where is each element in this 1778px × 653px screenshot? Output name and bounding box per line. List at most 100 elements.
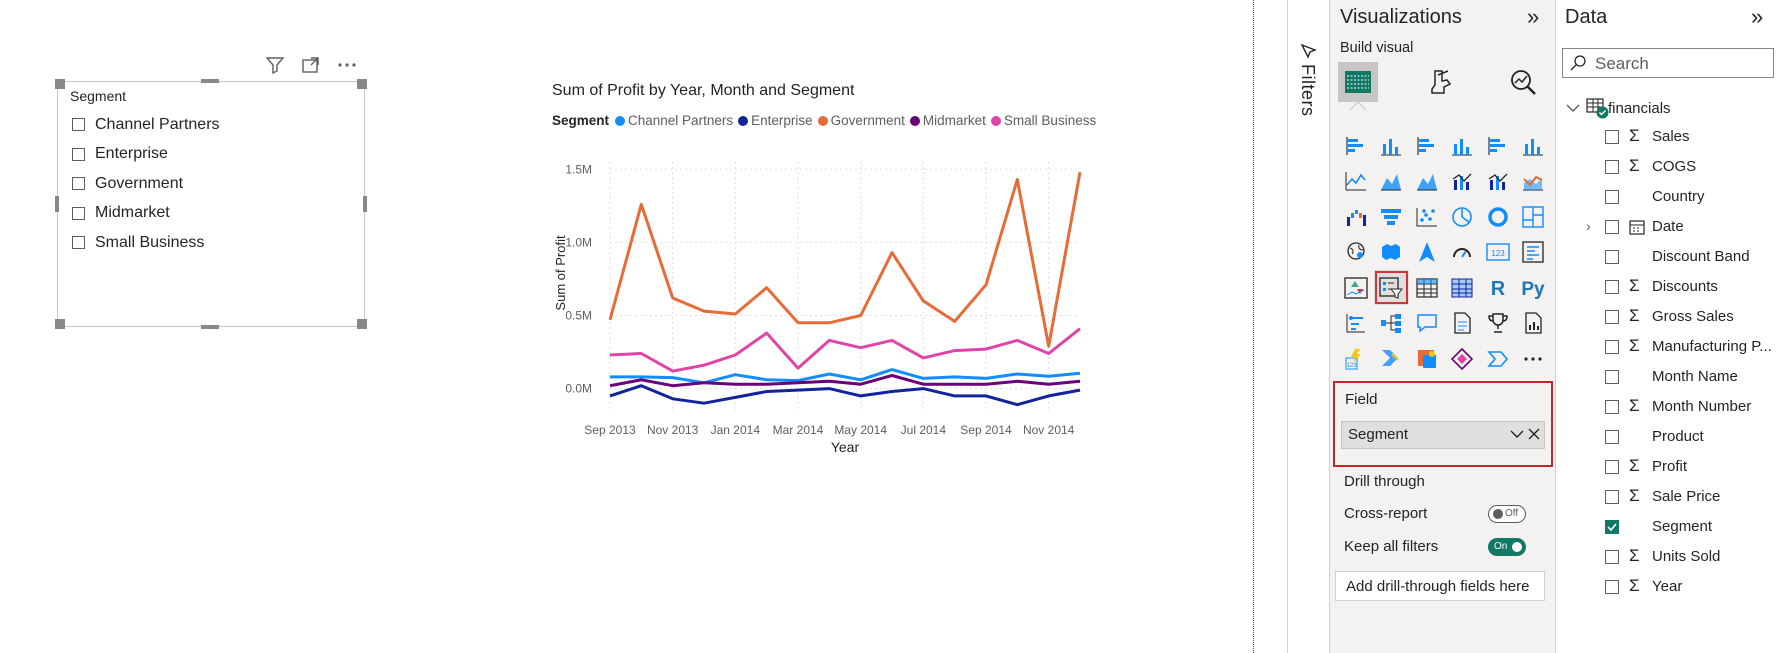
chevron-down-icon[interactable] bbox=[1566, 103, 1580, 113]
kpi-icon[interactable] bbox=[1338, 270, 1373, 305]
field-segment[interactable]: Segment bbox=[1556, 512, 1778, 542]
keep-all-filters-toggle[interactable]: On bbox=[1488, 538, 1526, 556]
legend-item-midmarket[interactable]: Midmarket bbox=[909, 113, 986, 128]
more-visuals-b-icon[interactable] bbox=[1445, 341, 1480, 376]
r-visual-icon[interactable]: R bbox=[1480, 270, 1515, 305]
chevron-right-icon[interactable]: › bbox=[1586, 218, 1591, 234]
field-manufacturing-p-[interactable]: Σ Manufacturing P... bbox=[1556, 332, 1778, 362]
field-checkbox[interactable] bbox=[1605, 550, 1619, 564]
paginated-report-icon[interactable] bbox=[1516, 306, 1551, 341]
checkbox[interactable] bbox=[72, 147, 85, 161]
field-checkbox[interactable] bbox=[1605, 190, 1619, 204]
legend-item-channel-partners[interactable]: Channel Partners bbox=[615, 113, 733, 128]
waterfall-chart-icon[interactable] bbox=[1338, 199, 1373, 234]
field-cogs[interactable]: Σ COGS bbox=[1556, 152, 1778, 182]
filters-label[interactable]: Filters bbox=[1298, 64, 1318, 117]
table-icon[interactable] bbox=[1409, 270, 1444, 305]
resize-handle[interactable] bbox=[201, 79, 219, 83]
ribbon-chart-icon[interactable] bbox=[1516, 164, 1551, 199]
legend-item-small-business[interactable]: Small Business bbox=[990, 113, 1096, 128]
field-month-name[interactable]: Month Name bbox=[1556, 362, 1778, 392]
more-visuals-c-icon[interactable] bbox=[1480, 341, 1515, 376]
scatter-chart-icon[interactable] bbox=[1409, 199, 1444, 234]
field-profit[interactable]: Σ Profit bbox=[1556, 452, 1778, 482]
matrix-icon[interactable] bbox=[1445, 270, 1480, 305]
series-line-channel-partners[interactable] bbox=[610, 368, 1081, 385]
field-discounts[interactable]: Σ Discounts bbox=[1556, 272, 1778, 302]
power-apps-icon[interactable]: 123 bbox=[1338, 341, 1373, 376]
analytics-tab-icon[interactable] bbox=[1503, 62, 1543, 102]
more-visuals-a-icon[interactable] bbox=[1409, 341, 1444, 376]
resize-handle[interactable] bbox=[55, 79, 65, 89]
more-visuals-icon[interactable] bbox=[1516, 341, 1551, 376]
chevron-down-icon[interactable] bbox=[1510, 429, 1524, 439]
field-checkbox[interactable] bbox=[1605, 220, 1619, 234]
decomposition-tree-icon[interactable] bbox=[1374, 306, 1409, 341]
slicer-item-government[interactable]: Government bbox=[72, 169, 220, 199]
field-gross-sales[interactable]: Σ Gross Sales bbox=[1556, 302, 1778, 332]
resize-handle[interactable] bbox=[55, 196, 59, 212]
field-checkbox[interactable] bbox=[1605, 460, 1619, 474]
resize-handle[interactable] bbox=[357, 79, 367, 89]
table-financials[interactable]: financials bbox=[1566, 96, 1671, 120]
field-checkbox[interactable] bbox=[1605, 490, 1619, 504]
field-checkbox[interactable] bbox=[1605, 160, 1619, 174]
resize-handle[interactable] bbox=[363, 196, 367, 212]
slicer-item-enterprise[interactable]: Enterprise bbox=[72, 140, 220, 170]
checkbox[interactable] bbox=[72, 177, 85, 191]
checkbox[interactable] bbox=[72, 118, 85, 132]
stacked-area-chart-icon[interactable] bbox=[1409, 164, 1444, 199]
series-line-small-business[interactable] bbox=[609, 327, 1081, 373]
card-icon[interactable]: 123 bbox=[1480, 235, 1515, 270]
resize-handle[interactable] bbox=[357, 319, 367, 329]
series-line-enterprise[interactable] bbox=[609, 384, 1081, 407]
field-sales[interactable]: Σ Sales bbox=[1556, 122, 1778, 152]
series-line-government[interactable] bbox=[608, 171, 1082, 348]
field-date[interactable]: › Date bbox=[1556, 212, 1778, 242]
treemap-icon[interactable] bbox=[1516, 199, 1551, 234]
multi-row-card-icon[interactable] bbox=[1516, 235, 1551, 270]
checkbox[interactable] bbox=[72, 206, 85, 220]
filled-map-icon[interactable] bbox=[1374, 235, 1409, 270]
field-sale-price[interactable]: Σ Sale Price bbox=[1556, 482, 1778, 512]
100-stacked-column-chart-icon[interactable] bbox=[1516, 128, 1551, 163]
power-automate-icon[interactable] bbox=[1374, 341, 1409, 376]
field-checkbox[interactable] bbox=[1605, 310, 1619, 324]
collapse-data-icon[interactable]: » bbox=[1751, 4, 1764, 29]
field-product[interactable]: Product bbox=[1556, 422, 1778, 452]
field-checkbox[interactable] bbox=[1605, 340, 1619, 354]
azure-map-icon[interactable] bbox=[1409, 235, 1444, 270]
field-well-segment[interactable]: Segment bbox=[1341, 421, 1545, 449]
line-stacked-column-chart-icon[interactable] bbox=[1480, 164, 1515, 199]
field-checkbox[interactable] bbox=[1605, 130, 1619, 144]
stacked-bar-chart-icon[interactable] bbox=[1338, 128, 1373, 163]
field-checkbox[interactable] bbox=[1605, 370, 1619, 384]
series-line-midmarket[interactable] bbox=[609, 374, 1081, 388]
field-checkbox[interactable] bbox=[1605, 580, 1619, 594]
field-discount-band[interactable]: Discount Band bbox=[1556, 242, 1778, 272]
checkbox[interactable] bbox=[72, 236, 85, 250]
slicer-item-channel-partners[interactable]: Channel Partners bbox=[72, 110, 220, 140]
field-year[interactable]: Σ Year bbox=[1556, 572, 1778, 602]
report-canvas[interactable]: Segment Channel Partners Enterprise Gove… bbox=[0, 0, 1254, 653]
more-options-icon[interactable] bbox=[336, 54, 358, 76]
collapse-visualizations-icon[interactable]: » bbox=[1527, 4, 1540, 29]
field-month-number[interactable]: Σ Month Number bbox=[1556, 392, 1778, 422]
data-search[interactable] bbox=[1562, 48, 1774, 78]
map-icon[interactable] bbox=[1338, 235, 1373, 270]
field-checkbox[interactable] bbox=[1605, 520, 1619, 534]
python-visual-icon[interactable]: Py bbox=[1516, 270, 1551, 305]
resize-handle[interactable] bbox=[55, 319, 65, 329]
area-chart-icon[interactable] bbox=[1374, 164, 1409, 199]
slicer-icon[interactable] bbox=[1373, 270, 1409, 305]
field-checkbox[interactable] bbox=[1605, 430, 1619, 444]
filters-pane-collapsed[interactable] bbox=[1287, 0, 1330, 653]
clustered-bar-chart-icon[interactable] bbox=[1409, 128, 1444, 163]
clustered-column-chart-icon[interactable] bbox=[1445, 128, 1480, 163]
cross-report-toggle[interactable]: Off bbox=[1488, 505, 1526, 523]
metrics-icon[interactable] bbox=[1480, 306, 1515, 341]
build-visual-tab-icon[interactable] bbox=[1338, 62, 1378, 102]
add-drill-through-fields[interactable]: Add drill-through fields here bbox=[1335, 571, 1545, 601]
100-stacked-bar-chart-icon[interactable] bbox=[1480, 128, 1515, 163]
resize-handle[interactable] bbox=[201, 325, 219, 329]
